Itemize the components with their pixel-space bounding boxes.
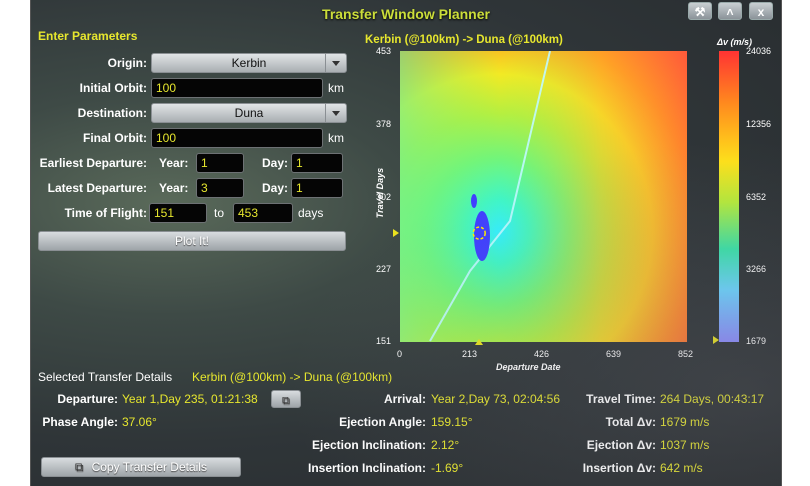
insertion-inclination-label: Insertion Inclination: bbox=[307, 461, 426, 475]
legend-tick: 24036 bbox=[746, 46, 772, 56]
x-selection-marker bbox=[475, 339, 484, 345]
ejection-inclination-value: 2.12° bbox=[431, 438, 460, 452]
dv-colorbar bbox=[719, 51, 739, 342]
x-tick: 426 bbox=[534, 349, 550, 359]
copy-icon: ⧉ bbox=[75, 460, 84, 474]
phase-angle-value: 37.06° bbox=[122, 415, 157, 429]
heatmap-overlay bbox=[400, 51, 687, 342]
close-icon[interactable]: x bbox=[749, 2, 773, 20]
earliest-departure-label: Earliest Departure: bbox=[39, 156, 147, 170]
legend-title: Δv (m/s) bbox=[717, 37, 753, 47]
legend-min-marker bbox=[713, 336, 719, 344]
earliest-day-input[interactable]: 1 bbox=[291, 153, 343, 173]
min-dv-region bbox=[474, 211, 490, 261]
latest-year-label: Year: bbox=[159, 181, 189, 195]
window-title: Transfer Window Planner bbox=[322, 6, 490, 22]
minimum-ridge bbox=[429, 51, 551, 342]
tof-to-label: to bbox=[214, 206, 225, 220]
departure-value: Year 1,Day 235, 01:21:38 bbox=[122, 392, 258, 406]
destination-label: Destination: bbox=[77, 106, 147, 120]
porkchop-plot[interactable] bbox=[400, 51, 687, 342]
destination-dropdown[interactable]: Duna bbox=[151, 103, 347, 123]
legend-tick: 1679 bbox=[746, 336, 767, 346]
initial-orbit-label: Initial Orbit: bbox=[79, 81, 147, 95]
final-orbit-unit: km bbox=[328, 131, 344, 145]
ejection-inclination-label: Ejection Inclination: bbox=[311, 438, 426, 452]
y-tick: 453 bbox=[375, 46, 391, 56]
total-dv-label: Total Δv: bbox=[605, 415, 656, 429]
settings-icon[interactable]: ⚒ bbox=[688, 2, 712, 20]
tof-max-input[interactable]: 453 bbox=[233, 203, 293, 223]
x-tick: 639 bbox=[606, 349, 622, 359]
arrival-label: Arrival: bbox=[383, 392, 426, 406]
ejection-dv-label: Ejection Δv: bbox=[586, 438, 656, 452]
legend-tick: 12356 bbox=[746, 119, 772, 129]
ejection-angle-label: Ejection Angle: bbox=[339, 415, 426, 429]
earliest-day-label: Day: bbox=[262, 156, 289, 170]
final-orbit-label: Final Orbit: bbox=[83, 131, 147, 145]
details-heading: Selected Transfer Details bbox=[38, 370, 173, 384]
plot-it-button[interactable]: Plot It! bbox=[38, 231, 346, 251]
chevron-down-icon bbox=[325, 104, 346, 122]
insertion-dv-value: 642 m/s bbox=[660, 461, 703, 475]
phase-angle-label: Phase Angle: bbox=[42, 415, 118, 429]
copy-date-button[interactable]: ⧉ bbox=[271, 390, 301, 408]
copy-icon: ⧉ bbox=[282, 395, 290, 407]
ejection-dv-value: 1037 m/s bbox=[660, 438, 710, 452]
origin-value: Kerbin bbox=[231, 56, 267, 70]
y-tick: 151 bbox=[375, 336, 391, 346]
tof-min-input[interactable]: 151 bbox=[149, 203, 207, 223]
origin-label: Origin: bbox=[107, 56, 147, 70]
y-tick: 378 bbox=[375, 119, 391, 129]
earliest-year-input[interactable]: 1 bbox=[196, 153, 244, 173]
latest-day-input[interactable]: 1 bbox=[291, 178, 343, 198]
earliest-year-label: Year: bbox=[159, 156, 189, 170]
time-of-flight-label: Time of Flight: bbox=[64, 206, 147, 220]
selected-transfer-marker[interactable] bbox=[472, 226, 486, 240]
total-dv-value: 1679 m/s bbox=[660, 415, 710, 429]
initial-orbit-input[interactable]: 100 bbox=[151, 78, 323, 98]
travel-time-label: Travel Time: bbox=[586, 392, 656, 406]
collapse-icon[interactable]: ˄ bbox=[718, 2, 742, 20]
destination-value: Duna bbox=[234, 106, 264, 120]
ejection-angle-value: 159.15° bbox=[431, 415, 473, 429]
insertion-inclination-value: -1.69° bbox=[431, 461, 464, 475]
y-tick: 302 bbox=[375, 192, 391, 202]
insertion-dv-label: Insertion Δv: bbox=[582, 461, 656, 475]
x-tick: 0 bbox=[397, 349, 403, 359]
copy-transfer-details-button[interactable]: ⧉ Copy Transfer Details bbox=[41, 457, 241, 477]
x-tick: 213 bbox=[462, 349, 478, 359]
arrival-value: Year 2,Day 73, 02:04:56 bbox=[431, 392, 560, 406]
tof-days-unit: days bbox=[298, 206, 324, 220]
latest-day-label: Day: bbox=[262, 181, 289, 195]
departure-label: Departure: bbox=[57, 392, 118, 406]
min-dv-region-small bbox=[471, 194, 477, 208]
copy-transfer-details-label: Copy Transfer Details bbox=[91, 460, 207, 474]
parameters-heading: Enter Parameters bbox=[38, 29, 138, 43]
details-route: Kerbin (@100km) -> Duna (@100km) bbox=[192, 370, 393, 384]
legend-tick: 6352 bbox=[746, 192, 767, 202]
initial-orbit-unit: km bbox=[328, 81, 344, 95]
latest-departure-label: Latest Departure: bbox=[47, 181, 147, 195]
chevron-down-icon bbox=[325, 54, 346, 72]
x-axis-label: Departure Date bbox=[496, 362, 561, 372]
legend-tick: 3266 bbox=[746, 264, 767, 274]
y-selection-marker bbox=[393, 229, 399, 238]
final-orbit-input[interactable]: 100 bbox=[151, 128, 323, 148]
x-tick: 852 bbox=[678, 349, 694, 359]
y-tick: 227 bbox=[375, 264, 391, 274]
plot-title: Kerbin (@100km) -> Duna (@100km) bbox=[365, 34, 563, 46]
travel-time-value: 264 Days, 00:43:17 bbox=[660, 392, 765, 406]
origin-dropdown[interactable]: Kerbin bbox=[151, 53, 347, 73]
latest-year-input[interactable]: 3 bbox=[196, 178, 244, 198]
transfer-window-planner: Transfer Window Planner ⚒ ˄ x Enter Para… bbox=[30, 0, 782, 486]
